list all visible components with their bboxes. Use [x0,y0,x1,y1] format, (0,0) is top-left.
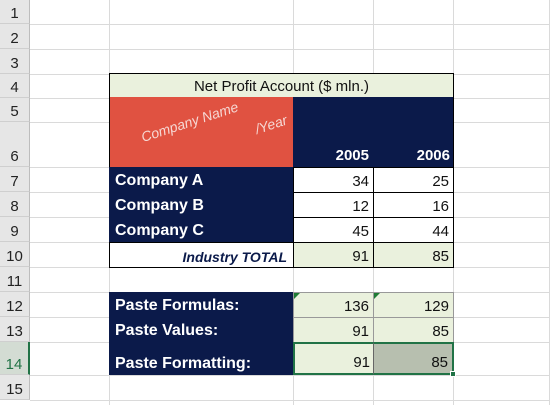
row-header-7[interactable]: 7 [0,167,30,192]
row-header-5[interactable]: 5 [0,98,30,122]
corner-year-label: /Year [253,111,290,137]
paste-values-2006[interactable]: 85 [373,317,454,343]
industry-total-2005[interactable]: 91 [293,242,374,268]
company-a-2006[interactable]: 25 [373,167,454,193]
row-header-12[interactable]: 12 [0,292,30,317]
industry-total-label[interactable]: Industry TOTAL [109,242,294,268]
paste-values-2005[interactable]: 91 [293,317,374,343]
row-header-4[interactable]: 4 [0,74,30,98]
row-header-15[interactable]: 15 [0,375,30,400]
row-header-14[interactable]: 14 [0,342,30,375]
company-c-2005[interactable]: 45 [293,217,374,243]
paste-values-label[interactable]: Paste Values: [109,317,293,342]
row-header-6[interactable]: 6 [0,122,30,167]
row-header-1[interactable]: 1 [0,0,30,24]
company-a-label[interactable]: Company A [109,167,293,192]
company-c-label[interactable]: Company C [109,217,293,242]
formula-error-indicator-icon [374,293,380,299]
company-b-2005[interactable]: 12 [293,192,374,218]
row-header-8[interactable]: 8 [0,192,30,217]
table-title[interactable]: Net Profit Account ($ mln.) [109,73,454,98]
row-header-13[interactable]: 13 [0,317,30,342]
corner-company-label: Company Name [139,98,241,145]
company-b-label[interactable]: Company B [109,192,293,217]
row-header-11[interactable]: 11 [0,267,30,292]
fill-handle[interactable] [450,371,456,377]
row-header-3[interactable]: 3 [0,49,30,74]
row-header-10[interactable]: 10 [0,242,30,267]
year-2006-header[interactable]: 2006 [416,147,450,164]
corner-header-cell[interactable]: Company Name /Year [109,97,293,167]
paste-formatting-2006[interactable]: 85 [373,342,454,375]
paste-formulas-label[interactable]: Paste Formulas: [109,292,293,317]
company-c-2006[interactable]: 44 [373,217,454,243]
formula-error-indicator-icon [294,293,300,299]
paste-formatting-2005[interactable]: 91 [293,342,374,375]
company-a-2005[interactable]: 34 [293,167,374,193]
paste-formulas-2005[interactable]: 136 [293,292,374,318]
row-header-2[interactable]: 2 [0,24,30,49]
paste-formatting-label[interactable]: Paste Formatting: [109,342,293,375]
year-2005-header[interactable]: 2005 [335,147,369,164]
industry-total-2006[interactable]: 85 [373,242,454,268]
company-b-2006[interactable]: 16 [373,192,454,218]
row-header-9[interactable]: 9 [0,217,30,242]
paste-formulas-2006[interactable]: 129 [373,292,454,318]
year-header-block [293,97,454,167]
